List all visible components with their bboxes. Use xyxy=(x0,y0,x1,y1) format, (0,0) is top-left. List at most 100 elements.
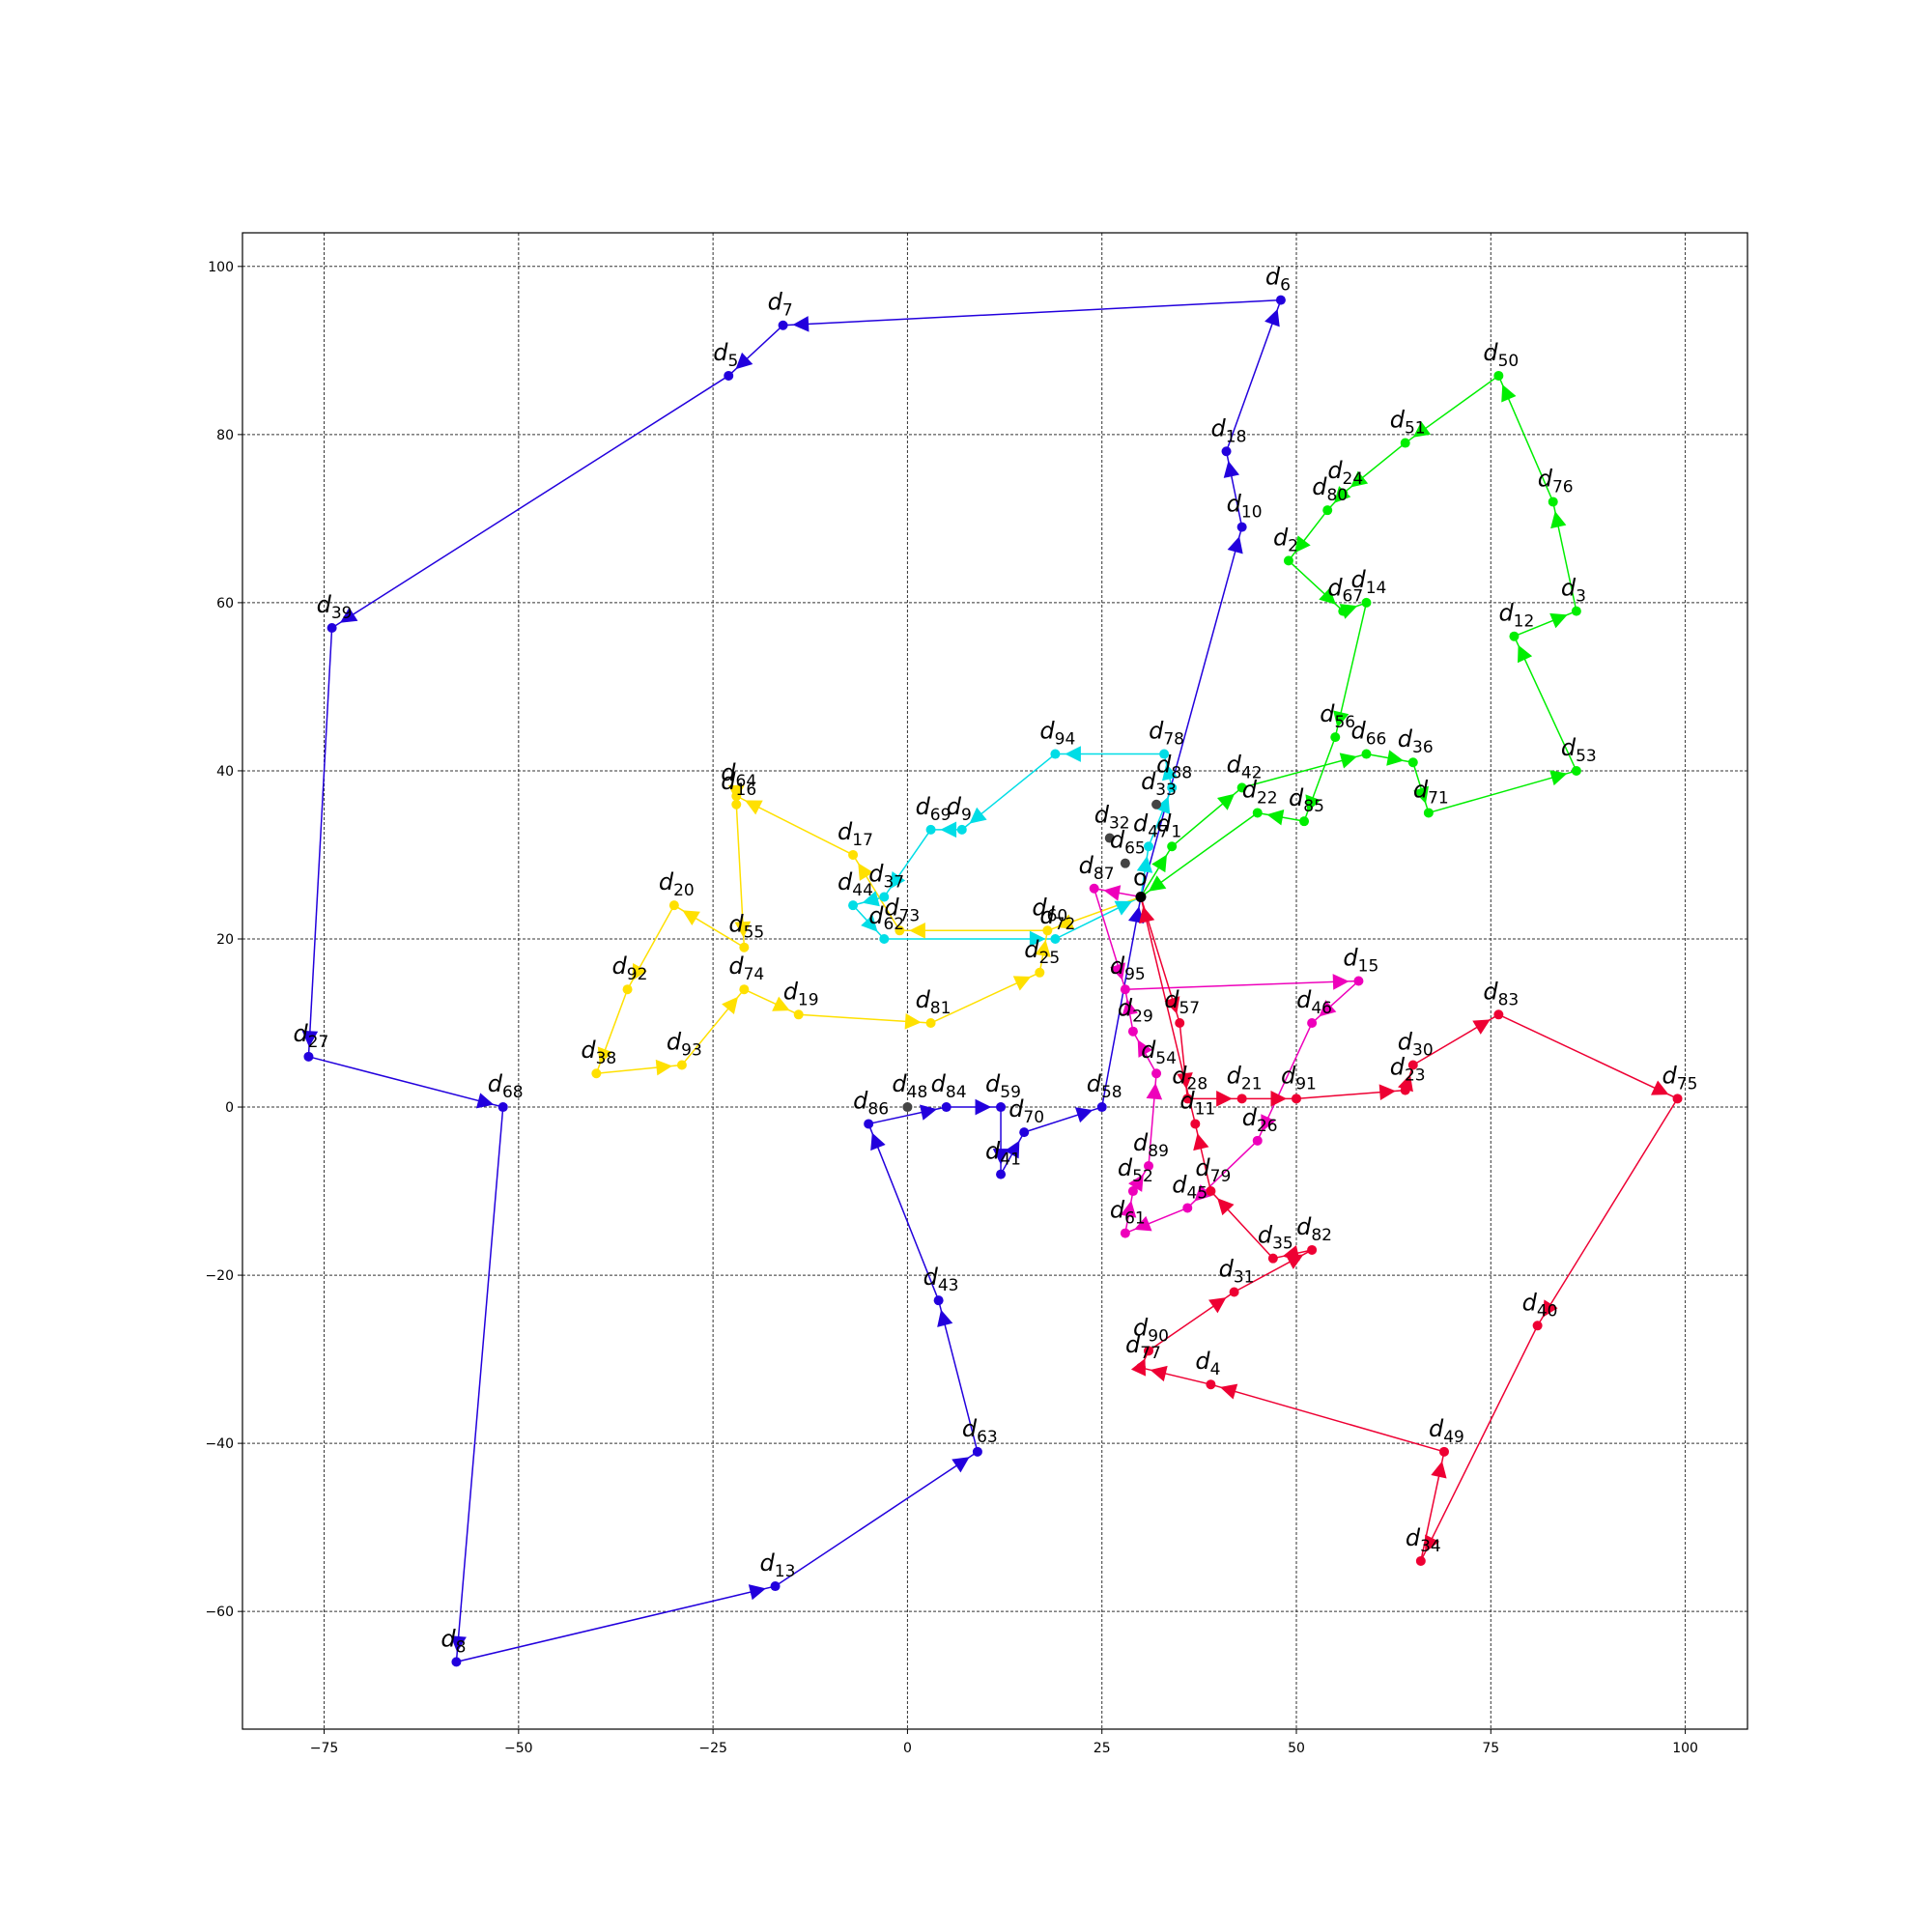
node-point-d57 xyxy=(1175,1018,1185,1029)
route-arrow xyxy=(1339,753,1357,769)
route-arrow xyxy=(1518,644,1533,664)
node-label-d66: d66 xyxy=(1350,718,1386,750)
y-tick-label: −20 xyxy=(205,1268,234,1284)
node-labels: d1d2d3d4d5d6d7d8d9d10d11d12d13d14d15d16d… xyxy=(293,264,1697,1658)
node-point-d37 xyxy=(879,892,890,902)
route-arrow xyxy=(632,963,647,981)
route-arrow xyxy=(952,1457,970,1473)
y-tick-label: 0 xyxy=(225,1100,234,1116)
node-point-d52 xyxy=(1127,1186,1138,1197)
node-label-d45: d45 xyxy=(1172,1171,1208,1203)
node-point-d45 xyxy=(1182,1203,1193,1213)
node-point-d76 xyxy=(1548,497,1558,507)
node-point-d84 xyxy=(941,1102,952,1113)
route-segment xyxy=(1536,1097,1679,1326)
route-arrow xyxy=(1029,930,1046,948)
node-point-d15 xyxy=(1353,976,1364,986)
node-point-d85 xyxy=(1299,816,1310,827)
node-point-d60 xyxy=(1042,925,1053,936)
route-arrow xyxy=(909,922,925,939)
route-arrows xyxy=(301,308,1669,1653)
node-label-d61: d61 xyxy=(1110,1197,1146,1229)
route-arrow xyxy=(1332,974,1350,990)
node-label-d70: d70 xyxy=(1009,1095,1044,1127)
node-label-d83: d83 xyxy=(1483,978,1519,1009)
node-label-d11: d11 xyxy=(1179,1087,1215,1119)
node-label-d28: d28 xyxy=(1172,1062,1208,1094)
node-point-d34 xyxy=(1415,1555,1426,1566)
route-arrow xyxy=(920,1104,938,1121)
node-point-d69 xyxy=(925,824,936,835)
route-arrow xyxy=(772,996,790,1011)
x-tick-label: 50 xyxy=(1288,1741,1305,1756)
x-tick-label: 75 xyxy=(1482,1741,1499,1756)
node-point-d24 xyxy=(1338,488,1349,498)
node-point-d12 xyxy=(1509,631,1520,641)
y-tick-label: 20 xyxy=(216,932,234,948)
route-arrow xyxy=(1151,854,1167,873)
node-point-d21 xyxy=(1236,1094,1247,1104)
x-tick-label: 100 xyxy=(1672,1741,1698,1756)
node-label-d74: d74 xyxy=(728,952,764,984)
y-tick-label: −60 xyxy=(205,1605,234,1620)
route-arrow xyxy=(862,891,880,907)
route-arrow xyxy=(734,921,752,938)
route-segment xyxy=(1420,1324,1539,1562)
x-tick-label: −75 xyxy=(310,1741,339,1756)
route-segment xyxy=(1100,896,1142,1108)
node-point-d47 xyxy=(1144,841,1154,852)
route-arrow xyxy=(1208,1297,1227,1314)
route-segment xyxy=(1412,762,1430,813)
route-arrow xyxy=(1282,1244,1300,1262)
node-point-d73 xyxy=(895,925,905,936)
node-point-d18 xyxy=(1221,446,1232,457)
route-arrow xyxy=(1412,421,1432,438)
node-point-d81 xyxy=(925,1018,936,1029)
node-point-d36 xyxy=(1407,757,1418,768)
route-arrow xyxy=(1549,612,1568,629)
route-segment xyxy=(456,1585,776,1663)
node-label-d17: d17 xyxy=(838,818,873,850)
node-point-d39 xyxy=(327,623,337,634)
node-point-d74 xyxy=(739,984,750,995)
node-label-d18: d18 xyxy=(1211,414,1247,446)
node-label-d43: d43 xyxy=(923,1264,959,1295)
node-point-d94 xyxy=(1050,749,1061,759)
node-point-d70 xyxy=(1019,1127,1030,1138)
node-label-d33: d33 xyxy=(1141,768,1177,800)
route-arrow xyxy=(1378,1084,1396,1100)
route-arrow xyxy=(1148,875,1167,892)
plot-frame xyxy=(242,232,1748,1730)
route-segment xyxy=(1225,299,1282,452)
node-label-d63: d63 xyxy=(962,1415,998,1447)
node-point-d72 xyxy=(1050,933,1061,944)
node-label-d9: d9 xyxy=(947,793,972,825)
node-point-d32 xyxy=(1104,833,1115,843)
node-label-d82: d82 xyxy=(1296,1213,1332,1245)
node-point-d22 xyxy=(1252,808,1263,818)
node-label-d30: d30 xyxy=(1398,1029,1434,1061)
node-label-d38: d38 xyxy=(581,1037,616,1068)
node-label-d76: d76 xyxy=(1538,465,1574,497)
route-arrow xyxy=(1065,746,1081,762)
node-point-d29 xyxy=(1127,1026,1138,1037)
route-arrow xyxy=(992,1149,1009,1165)
node-point-d4 xyxy=(1206,1379,1216,1390)
route-segment xyxy=(1140,526,1243,897)
route-arrow xyxy=(1162,763,1179,781)
node-label-d52: d52 xyxy=(1118,1154,1153,1186)
route-arrow xyxy=(1266,809,1285,826)
node-label-d24: d24 xyxy=(1327,457,1363,489)
route-arrow xyxy=(1270,1091,1288,1107)
node-point-d46 xyxy=(1307,1018,1318,1029)
node-point-d93 xyxy=(676,1060,687,1070)
node-point-d3 xyxy=(1571,606,1581,616)
node-points xyxy=(303,295,1683,1667)
node-label-d22: d22 xyxy=(1242,776,1278,808)
x-tick-label: 25 xyxy=(1094,1741,1111,1756)
route-arrow xyxy=(1386,750,1405,766)
node-point-d66 xyxy=(1361,749,1372,759)
node-label-d79: d79 xyxy=(1195,1154,1231,1186)
grid xyxy=(242,233,1747,1729)
node-label-d10: d10 xyxy=(1227,491,1263,523)
